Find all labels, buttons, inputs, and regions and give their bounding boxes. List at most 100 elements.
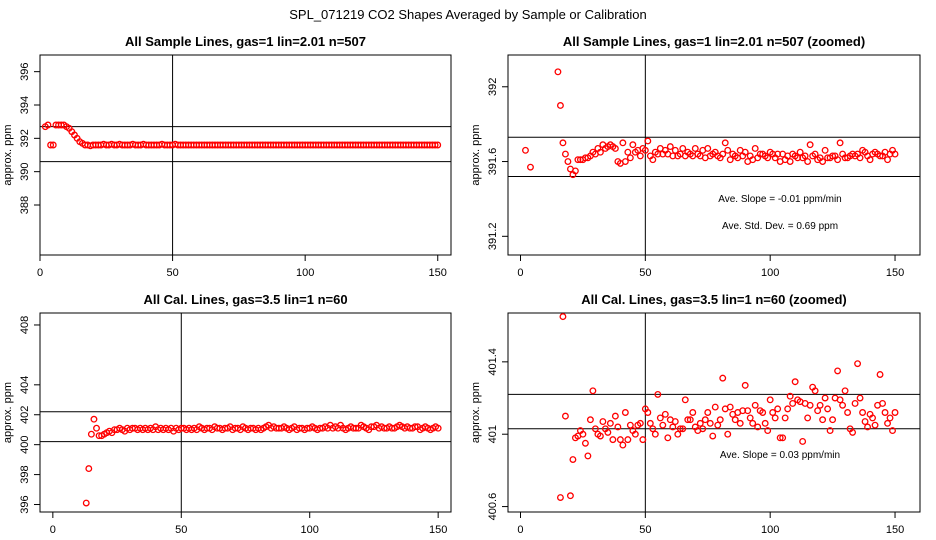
data-point <box>889 427 896 435</box>
data-point <box>844 409 852 416</box>
data-point <box>879 400 886 407</box>
data-point <box>434 141 442 149</box>
data-point <box>701 416 709 424</box>
data-point <box>759 409 767 416</box>
data-point <box>864 423 872 431</box>
data-point <box>816 401 824 409</box>
data-point <box>706 419 714 427</box>
data-point <box>724 430 732 438</box>
data-point <box>584 452 592 460</box>
data-point <box>711 403 719 411</box>
data-point <box>796 148 804 156</box>
data-point <box>741 148 749 156</box>
data-point <box>616 436 624 444</box>
data-point <box>719 150 727 158</box>
x-tick-label: 50 <box>639 267 651 279</box>
data-point <box>714 421 722 429</box>
y-tick-label: 391.6 <box>487 148 499 176</box>
data-point <box>649 156 657 164</box>
data-point <box>746 414 754 422</box>
chart-panel-4: All Cal. Lines, gas=3.5 lin=1 n=60 (zoom… <box>470 292 921 536</box>
data-point <box>659 421 667 429</box>
y-tick-label: 400.6 <box>487 493 499 521</box>
data-point <box>619 139 627 147</box>
data-point <box>819 158 827 165</box>
data-point <box>644 137 652 145</box>
data-point <box>626 421 634 429</box>
y-axis-label: approx. ppm <box>2 382 14 443</box>
data-point <box>664 434 672 442</box>
data-point <box>841 387 849 395</box>
y-axis-label: approx. ppm <box>470 382 482 443</box>
data-point <box>621 409 629 416</box>
data-point <box>654 390 662 398</box>
data-point <box>811 387 819 395</box>
x-tick-label: 150 <box>429 524 447 536</box>
data-point <box>866 156 874 164</box>
x-tick-label: 150 <box>886 267 904 279</box>
data-point <box>836 396 844 404</box>
data-point <box>636 419 644 427</box>
y-axis-label: approx. ppm <box>470 124 482 185</box>
x-tick-label: 0 <box>37 267 43 279</box>
data-point <box>821 394 829 402</box>
data-point <box>629 141 637 149</box>
data-point <box>611 145 619 152</box>
data-point <box>671 418 679 425</box>
data-point <box>656 414 664 422</box>
data-point <box>821 146 829 154</box>
data-point <box>849 428 857 436</box>
data-point <box>569 456 577 463</box>
data-point <box>599 418 607 425</box>
data-point <box>861 418 869 425</box>
data-point <box>85 465 93 473</box>
data-point <box>801 152 809 160</box>
data-point <box>811 150 819 158</box>
data-point <box>411 423 419 431</box>
data-point <box>606 419 614 427</box>
plot-frame <box>507 54 921 256</box>
data-point <box>826 427 834 435</box>
x-tick-label: 0 <box>517 524 523 536</box>
data-point <box>744 407 752 415</box>
x-tick-label: 50 <box>166 267 178 279</box>
data-point <box>851 400 859 407</box>
data-point <box>636 152 644 160</box>
data-point <box>579 430 587 438</box>
data-point <box>626 154 634 162</box>
data-point <box>596 432 604 440</box>
y-tick-label: 392 <box>19 129 31 147</box>
data-point <box>591 425 599 433</box>
chart-panel-3: All Cal. Lines, gas=3.5 lin=1 n=60 0 50 100… <box>2 292 452 536</box>
data-point <box>686 416 694 424</box>
data-point <box>751 145 759 152</box>
data-point <box>527 163 534 171</box>
data-point <box>791 378 799 386</box>
data-point <box>721 139 729 147</box>
data-point <box>891 409 899 416</box>
data-point <box>691 145 699 152</box>
data-point <box>781 414 789 422</box>
data-point <box>774 405 782 413</box>
data-point <box>751 401 759 409</box>
y-tick-label: 401 <box>487 425 499 443</box>
y-tick-label: 402 <box>19 406 31 424</box>
chart-title: All Sample Lines, gas=1 lin=2.01 n=507 (… <box>563 34 865 49</box>
data-point <box>564 158 572 165</box>
data-point <box>49 141 57 149</box>
data-point <box>856 394 864 402</box>
data-point <box>669 423 677 431</box>
data-point <box>571 167 579 175</box>
x-tick-label: 100 <box>761 267 779 279</box>
data-point <box>679 145 687 152</box>
data-point <box>87 430 95 438</box>
data-point <box>806 401 814 409</box>
data-point <box>771 414 779 422</box>
data-point <box>559 139 567 147</box>
data-point <box>789 400 797 407</box>
data-point <box>731 416 739 424</box>
data-point <box>554 68 562 76</box>
data-point <box>561 150 569 158</box>
x-tick-label: 100 <box>296 267 314 279</box>
data-point <box>556 102 564 109</box>
